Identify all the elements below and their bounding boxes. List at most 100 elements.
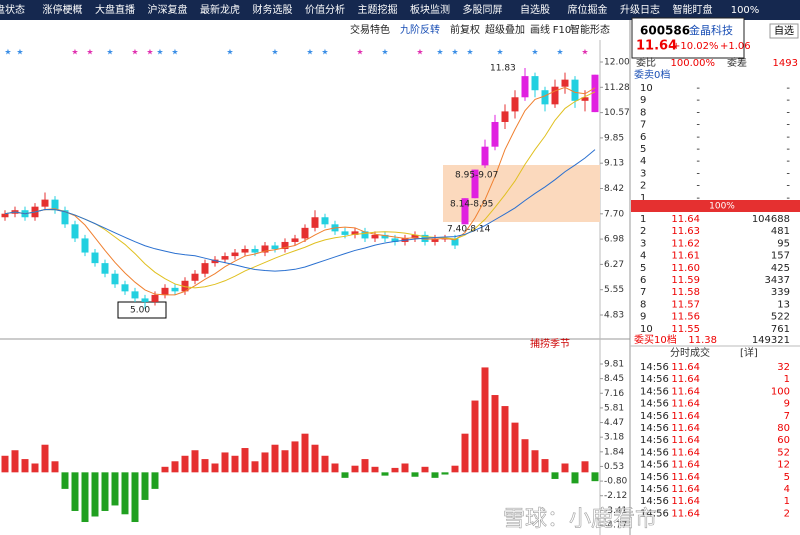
cell: 11.64 — [671, 214, 700, 225]
cell: 14:56 — [640, 496, 669, 507]
ind-bar — [461, 433, 469, 473]
ind-bar — [281, 450, 289, 473]
cell: - — [696, 107, 700, 118]
nav-item[interactable]: 涨停梗概 — [43, 3, 83, 16]
label[interactable]: [详] — [740, 346, 758, 359]
candle-body — [191, 273, 199, 281]
ind-tick: -0.80 — [604, 477, 628, 487]
watermark: 雪球：小鹿看市 — [503, 507, 657, 532]
ind-tick: 1.84 — [604, 447, 624, 457]
ind-bar — [501, 406, 509, 473]
cell: 11.59 — [671, 275, 700, 286]
bar — [631, 200, 800, 212]
price-tick: 10.57 — [604, 108, 630, 118]
ma-line — [4, 149, 596, 272]
candle-body — [141, 298, 149, 302]
nav-item[interactable]: 财务选股 — [253, 3, 293, 16]
nav-item[interactable]: 智能盯盘 — [673, 3, 713, 16]
cell: 11.64 — [671, 496, 700, 507]
tool-item[interactable]: 交易特色 — [350, 23, 390, 36]
nav-item[interactable]: 盘状态 — [0, 3, 25, 16]
cell: - — [696, 156, 700, 167]
ind-bar — [411, 472, 419, 477]
tool-item[interactable]: 智能形态 — [570, 23, 610, 36]
cell: 5 — [640, 263, 646, 274]
tool-item[interactable]: 前复权 — [450, 23, 480, 36]
nav-item[interactable]: 自选股 — [520, 3, 550, 16]
ind-bar — [151, 472, 159, 489]
ind-bar — [321, 455, 329, 473]
ind-bar — [571, 472, 579, 484]
cell: 2 — [784, 508, 790, 519]
cell: 11.61 — [671, 251, 700, 262]
cell: - — [696, 193, 700, 204]
marker: ★ — [86, 48, 93, 57]
ind-bar — [381, 472, 389, 476]
cell: 7 — [640, 120, 646, 131]
nav-item[interactable]: 板块监测 — [410, 3, 450, 16]
candle-body — [321, 217, 329, 225]
nav-item[interactable]: 多股同屏 — [463, 3, 503, 16]
cell: 1 — [784, 496, 790, 507]
bar-label: 100% — [709, 202, 735, 212]
cell: 11.64 — [671, 508, 700, 519]
search-box — [769, 23, 799, 39]
ind-tick: 8.45 — [604, 374, 624, 384]
ind-bar — [481, 367, 489, 473]
annotation: 8.14-8.95 — [450, 200, 493, 210]
nav-item[interactable]: 升级日志 — [620, 3, 660, 16]
price-tick: 5.55 — [604, 285, 624, 295]
cell: - — [786, 144, 790, 155]
nav-item[interactable]: 价值分析 — [305, 3, 345, 16]
marker: ★ — [146, 48, 153, 57]
price-tick: 9.13 — [604, 159, 624, 169]
tool-item[interactable]: 画线 — [530, 23, 550, 36]
nav-item[interactable]: 100% — [731, 5, 760, 16]
cell: 14:56 — [640, 423, 669, 434]
cell: 11.57 — [671, 299, 700, 310]
candle-body — [171, 287, 179, 292]
nav-item[interactable]: 最新龙虎 — [200, 3, 240, 16]
candle-body — [491, 121, 499, 147]
ind-bar — [581, 461, 589, 473]
ind-bar — [161, 466, 169, 473]
candle-body — [231, 252, 239, 257]
candle-body — [561, 79, 569, 87]
cell: 7 — [640, 287, 646, 298]
candle-body — [431, 238, 439, 242]
tool-item[interactable]: 九阶反转 — [400, 23, 440, 36]
nav-item[interactable]: 沪深复盘 — [148, 3, 188, 16]
cell: 10 — [640, 83, 653, 94]
marker: ★ — [496, 48, 503, 57]
ind-tick: -2.12 — [604, 491, 627, 501]
candle-body — [161, 287, 169, 295]
price-tick: 7.70 — [604, 209, 624, 219]
tool-item[interactable]: 超级叠加 — [485, 23, 525, 36]
ind-tick: -4.77 — [604, 521, 627, 531]
candle-body — [281, 241, 289, 250]
pct: +10.02% — [672, 41, 719, 52]
nav-item[interactable]: 席位掘金 — [568, 3, 608, 16]
candle-body — [411, 234, 419, 239]
cell: 11.62 — [671, 238, 700, 249]
ind-tick: 5.81 — [604, 403, 624, 413]
candle-body — [211, 259, 219, 264]
ind-bar — [21, 459, 29, 473]
ind-bar — [541, 459, 549, 473]
ind-bar — [201, 459, 209, 473]
search[interactable]: 自选 — [774, 24, 794, 37]
candle-body — [301, 227, 309, 239]
ind-bar — [471, 400, 479, 473]
nav-item[interactable]: 大盘直播 — [95, 3, 135, 16]
cell: - — [786, 120, 790, 131]
cell: 1 — [640, 193, 646, 204]
cell: 11.60 — [671, 263, 700, 274]
ind-bar — [131, 472, 139, 523]
nav-item[interactable]: 主题挖掘 — [358, 3, 398, 16]
marker: ★ — [106, 48, 113, 57]
ind-bar — [231, 455, 239, 473]
cell: - — [786, 181, 790, 192]
tool-item[interactable]: F10 — [553, 25, 571, 36]
cell: 7 — [784, 411, 790, 422]
cell: - — [696, 132, 700, 143]
